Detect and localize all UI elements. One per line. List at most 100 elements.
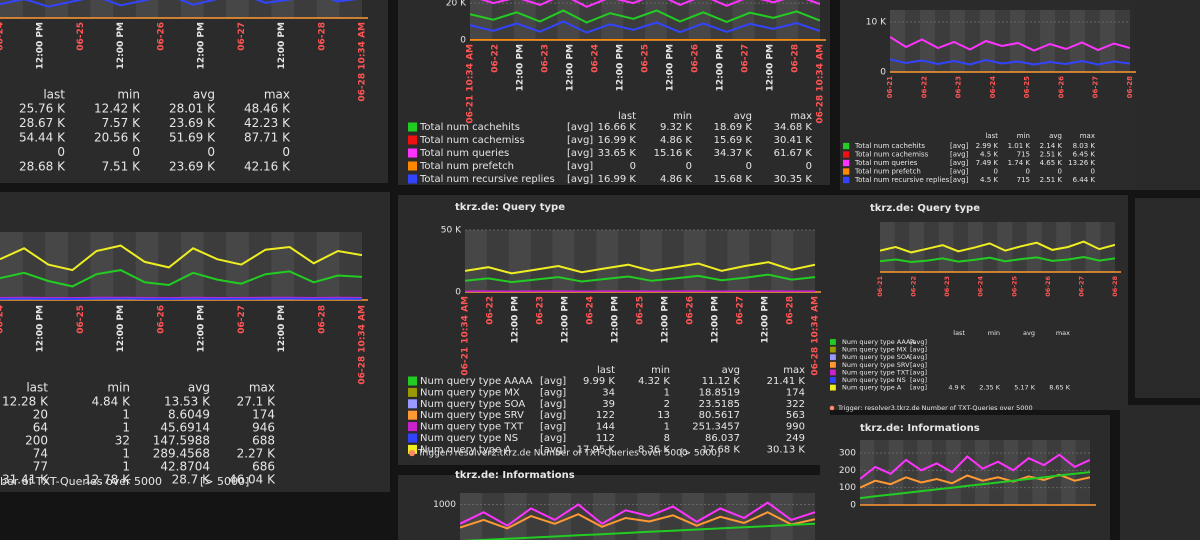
legend-stat: 5.17 K	[1014, 384, 1036, 392]
series-line	[460, 511, 815, 530]
legend-stat: 28.68 K	[19, 160, 66, 174]
legend-stat: 200	[25, 434, 48, 448]
legend-func: [avg]	[910, 361, 927, 369]
x-tick-label: 12:00 PM	[277, 305, 287, 352]
y-tick-label: 200	[839, 466, 856, 476]
legend-stat: 86.037	[705, 433, 740, 444]
y-tick-label: 20 K	[446, 0, 467, 9]
x-tick-label: 06-22	[920, 76, 928, 99]
series-line	[470, 20, 820, 34]
x-tick-label: 06-24	[0, 22, 6, 51]
legend-stat: 174	[786, 387, 805, 398]
graph-stripe	[508, 230, 531, 292]
legend-swatch	[843, 159, 850, 167]
legend-stat: 12.28 K	[2, 395, 49, 409]
legend-stat: 6.45 K	[1073, 151, 1096, 159]
graph-stripe	[683, 230, 706, 292]
x-tick-label: 12:00 PM	[766, 44, 776, 91]
legend-swatch	[408, 433, 417, 443]
x-tick-label: 06-26	[156, 22, 166, 51]
legend-stat: 1	[122, 421, 130, 435]
x-tick-label: 06-23	[955, 76, 963, 99]
legend-name: Total num cachehits	[854, 142, 925, 150]
legend-stat: 2.35 K	[979, 384, 1001, 392]
panel	[0, 0, 388, 183]
trigger-condition: [> 5000]	[200, 475, 249, 488]
series-line	[461, 522, 815, 540]
x-tick-label: 06-24	[977, 276, 985, 297]
graph-stripe	[181, 232, 204, 300]
x-tick-label: 06-23	[943, 276, 951, 297]
legend-swatch	[408, 135, 417, 145]
x-tick-label: 06-26	[156, 305, 166, 334]
legend-stat: 28.01 K	[169, 102, 216, 116]
legend-stat: 7.49 K	[976, 159, 999, 167]
graph-stripe	[1040, 10, 1055, 72]
x-tick-label: 06-28	[1111, 276, 1119, 297]
x-tick-label: 06-28	[317, 22, 327, 51]
legend-func: [avg]	[910, 384, 927, 392]
legend-stat: 34.37 K	[714, 148, 753, 159]
legend-func: [avg]	[540, 444, 566, 455]
x-tick-label: 06-28 10:34 AM	[811, 296, 821, 376]
legend-func: [avg]	[950, 176, 969, 184]
legend-stat: 64	[33, 421, 48, 435]
legend-stat: 1.74 K	[1008, 159, 1031, 167]
x-tick-label: 06-25	[1010, 276, 1018, 297]
legend-stat: 4.86 K	[660, 135, 692, 146]
legend-stat: 1.01 K	[1008, 142, 1031, 150]
legend-stat: 4.65 K	[1040, 159, 1063, 167]
y-tick-label: 0	[850, 501, 856, 511]
legend-name: Total num queries	[854, 159, 918, 167]
legend-stat: 251.3457	[692, 422, 740, 433]
graph-stripe	[732, 0, 755, 40]
x-tick-label: 06-28	[791, 44, 801, 73]
legend-stat: 30.35 K	[774, 174, 813, 185]
legend-stat: 16.99 K	[598, 135, 637, 146]
graph-stripe	[727, 230, 750, 292]
x-tick-label: 06-23	[541, 44, 551, 73]
legend-header: max	[249, 381, 275, 395]
legend-stat: 15.69 K	[714, 135, 753, 146]
x-tick-label: 12:00 PM	[197, 305, 207, 352]
legend-func: [avg]	[567, 174, 593, 185]
legend-stat: 1	[664, 422, 670, 433]
panel-edge	[1120, 405, 1200, 540]
legend-stat: 4.86 K	[660, 174, 692, 185]
legend-stat: 4.5 K	[980, 176, 998, 184]
x-tick-label: 06-28 10:34 AM	[816, 44, 826, 124]
trigger-condition: [> 5000]	[680, 449, 720, 459]
legend-header: max	[1080, 132, 1095, 140]
legend-stat: 1	[122, 447, 130, 461]
panel-edge	[1135, 0, 1200, 190]
legend-header: avg	[1049, 132, 1062, 140]
x-tick-label: 06-26	[1057, 76, 1065, 99]
legend-stat: 28.7 K	[172, 473, 212, 487]
legend-name: Total num recursive replies	[854, 176, 950, 184]
legend-swatch	[408, 444, 417, 454]
x-tick-label: 12:00 PM	[36, 305, 46, 352]
legend-stat: 147.5988	[153, 434, 210, 448]
graph-stripe	[1026, 222, 1042, 272]
legend-header: last	[618, 111, 636, 122]
series-line	[0, 0, 358, 8]
x-tick-label: 12:00 PM	[566, 44, 576, 91]
legend-stat: 15.16 K	[654, 148, 693, 159]
legend-stat: 33.65 K	[598, 148, 637, 159]
legend-stat: 13	[657, 410, 670, 421]
panel-edge	[1135, 198, 1200, 398]
x-tick-label: 12:00 PM	[36, 22, 46, 69]
legend-stat: 7.51 K	[102, 160, 142, 174]
legend-func: [avg]	[910, 376, 927, 384]
legend-name: Num query type SOA	[842, 353, 911, 361]
graph-stripe	[771, 230, 794, 292]
x-tick-label: 06-25	[641, 44, 651, 73]
graph-stripe	[950, 10, 965, 72]
legend-stat: 0	[132, 145, 140, 159]
legend-func: [avg]	[910, 368, 927, 376]
legend-stat: 2.99 K	[976, 142, 999, 150]
legend-stat: 74	[33, 447, 48, 461]
legend-stat: 4.32 K	[638, 376, 670, 387]
legend-stat: 27.1 K	[237, 395, 277, 409]
legend-stat: 0	[630, 161, 636, 172]
